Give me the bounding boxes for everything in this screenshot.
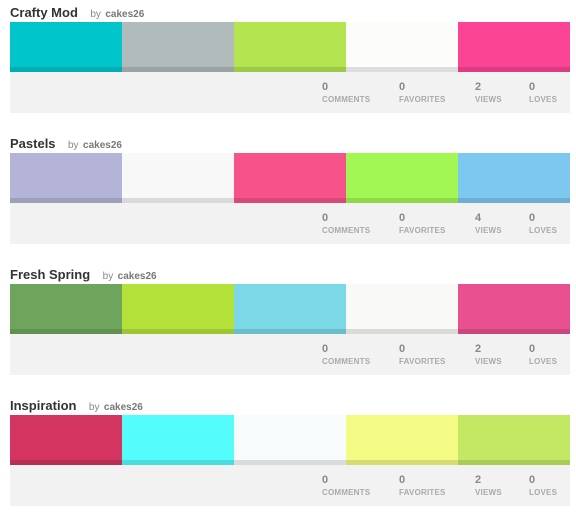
comments-count: 0 (322, 474, 329, 486)
comments-stat[interactable]: 0 COMMENTS (322, 343, 370, 368)
views-stat: 2 VIEWS (475, 81, 502, 106)
favorites-stat[interactable]: 0 FAVORITES (399, 81, 446, 106)
by-label: by (88, 402, 100, 413)
views-stat: 4 VIEWS (475, 212, 502, 237)
loves-count: 0 (529, 212, 536, 224)
author-link[interactable]: cakes26 (103, 402, 143, 413)
views-count: 2 (475, 474, 482, 486)
palette-title[interactable]: Pastels (10, 136, 56, 151)
favorites-label: FAVORITES (399, 95, 446, 104)
stats-bar: 0 COMMENTS 0 FAVORITES 2 VIEWS 0 LOVES (10, 72, 570, 113)
color-swatch[interactable] (346, 415, 458, 465)
palette-card: Fresh Spring by cakes26 0 COMMENTS 0 FAV… (0, 266, 576, 378)
favorites-stat[interactable]: 0 FAVORITES (399, 212, 446, 237)
color-swatch[interactable] (346, 153, 458, 203)
comments-stat[interactable]: 0 COMMENTS (322, 81, 370, 106)
comments-count: 0 (322, 81, 329, 93)
color-swatch[interactable] (122, 153, 234, 203)
color-swatch[interactable] (458, 22, 570, 72)
favorites-label: FAVORITES (399, 488, 446, 497)
swatch-row[interactable] (10, 153, 570, 203)
color-swatch[interactable] (234, 22, 346, 72)
loves-count: 0 (529, 343, 536, 355)
author-link[interactable]: cakes26 (105, 9, 145, 20)
palette-title[interactable]: Inspiration (10, 398, 77, 413)
loves-stat[interactable]: 0 LOVES (529, 212, 557, 237)
palette-card: Inspiration by cakes26 0 COMMENTS 0 FAVO… (0, 397, 576, 509)
swatch-row[interactable] (10, 415, 570, 465)
stats-bar: 0 COMMENTS 0 FAVORITES 4 VIEWS 0 LOVES (10, 203, 570, 244)
palette-header: Inspiration by cakes26 (10, 397, 143, 415)
comments-label: COMMENTS (322, 488, 371, 497)
color-swatch[interactable] (122, 22, 234, 72)
views-count: 2 (475, 343, 482, 355)
color-swatch[interactable] (10, 284, 122, 334)
comments-label: COMMENTS (322, 226, 371, 235)
author-link[interactable]: cakes26 (117, 271, 157, 282)
favorites-stat[interactable]: 0 FAVORITES (399, 343, 446, 368)
by-label: by (90, 9, 101, 20)
comments-count: 0 (322, 343, 329, 355)
color-swatch[interactable] (346, 22, 458, 72)
color-swatch[interactable] (122, 284, 234, 334)
color-swatch[interactable] (10, 22, 122, 72)
loves-stat[interactable]: 0 LOVES (529, 343, 557, 368)
views-count: 4 (475, 212, 482, 224)
loves-count: 0 (529, 474, 536, 486)
loves-label: LOVES (529, 357, 558, 366)
views-label: VIEWS (475, 488, 502, 497)
color-swatch[interactable] (122, 415, 234, 465)
comments-label: COMMENTS (322, 357, 371, 366)
stats-bar: 0 COMMENTS 0 FAVORITES 2 VIEWS 0 LOVES (10, 465, 570, 506)
favorites-count: 0 (399, 81, 406, 93)
views-label: VIEWS (475, 226, 502, 235)
palette-card: Pastels by cakes26 0 COMMENTS 0 FAVORITE… (0, 135, 576, 247)
loves-stat[interactable]: 0 LOVES (529, 474, 557, 499)
color-swatch[interactable] (234, 153, 346, 203)
color-swatch[interactable] (234, 284, 346, 334)
author-link[interactable]: cakes26 (83, 140, 122, 151)
favorites-stat[interactable]: 0 FAVORITES (399, 474, 446, 499)
palette-card: Crafty Mod by cakes26 0 COMMENTS 0 FAVOR… (0, 4, 576, 116)
palette-title[interactable]: Fresh Spring (10, 267, 91, 282)
palette-header: Pastels by cakes26 (10, 135, 122, 153)
favorites-count: 0 (399, 212, 406, 224)
stats-bar: 0 COMMENTS 0 FAVORITES 2 VIEWS 0 LOVES (10, 334, 570, 375)
swatch-row[interactable] (10, 22, 570, 72)
loves-stat[interactable]: 0 LOVES (529, 81, 557, 106)
loves-count: 0 (529, 81, 536, 93)
favorites-count: 0 (399, 343, 406, 355)
favorites-label: FAVORITES (399, 226, 446, 235)
color-swatch[interactable] (458, 415, 570, 465)
views-stat: 2 VIEWS (475, 474, 502, 499)
views-label: VIEWS (475, 357, 502, 366)
views-stat: 2 VIEWS (475, 343, 502, 368)
loves-label: LOVES (529, 488, 558, 497)
color-swatch[interactable] (10, 415, 122, 465)
comments-stat[interactable]: 0 COMMENTS (322, 474, 370, 499)
views-label: VIEWS (475, 95, 502, 104)
loves-label: LOVES (529, 95, 558, 104)
color-swatch[interactable] (234, 415, 346, 465)
loves-label: LOVES (529, 226, 558, 235)
favorites-count: 0 (399, 474, 406, 486)
palette-header: Fresh Spring by cakes26 (10, 266, 157, 284)
color-swatch[interactable] (10, 153, 122, 203)
by-label: by (68, 140, 79, 151)
palette-title[interactable]: Crafty Mod (10, 5, 78, 20)
color-swatch[interactable] (346, 284, 458, 334)
by-label: by (102, 271, 114, 282)
comments-stat[interactable]: 0 COMMENTS (322, 212, 370, 237)
comments-label: COMMENTS (322, 95, 371, 104)
favorites-label: FAVORITES (399, 357, 446, 366)
comments-count: 0 (322, 212, 329, 224)
color-swatch[interactable] (458, 284, 570, 334)
swatch-row[interactable] (10, 284, 570, 334)
palette-header: Crafty Mod by cakes26 (10, 4, 144, 22)
color-swatch[interactable] (458, 153, 570, 203)
views-count: 2 (475, 81, 482, 93)
